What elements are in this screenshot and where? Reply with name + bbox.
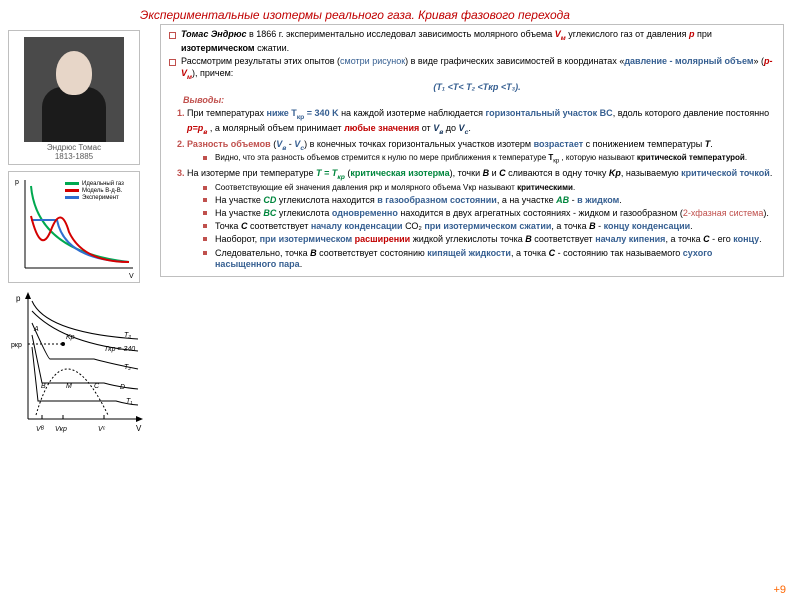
inequality: (T₁ <T< T₂ <Tкр <T₃). (181, 82, 773, 93)
svg-text:Vᴮ: Vᴮ (36, 426, 45, 433)
conc3-sub-expansion: Наоборот, при изотермическом расширении … (187, 234, 773, 245)
conclusion-1: При температурах ниже Tкр = 340 K на каж… (187, 108, 773, 136)
svg-text:p: p (15, 179, 19, 186)
conc3-sub-condensation: Точка C соответствует началу конденсации… (187, 221, 773, 232)
portrait-box: Эндрюс Томас1813-1885 (8, 30, 140, 165)
content-box: Томас Эндрюс в 1866 г. экспериментально … (160, 24, 784, 277)
svg-text:T₁: T₁ (126, 398, 133, 405)
svg-text:pкр: pкр (11, 342, 22, 349)
intro-para-2: Рассмотрим результаты этих опытов (смотр… (165, 56, 773, 93)
conclusion-2-note: Видно, что эта разность объемов стремитс… (187, 153, 773, 166)
svg-text:D: D (120, 384, 125, 391)
chart-isotherms-pv: p V pкр Kp A B M C D T₃ Tкр = (8, 289, 148, 439)
left-column: Эндрюс Томас1813-1885 p V Идеальный газ … (8, 30, 148, 439)
svg-text:Kp: Kp (66, 334, 75, 341)
conc3-sub-bc: На участке BC углекислота одновременно н… (187, 208, 773, 219)
svg-text:A: A (33, 326, 39, 333)
conclusion-2: Разность объемов (Vв - Vс) в конечных то… (187, 139, 773, 166)
svg-text:Vкр: Vкр (55, 426, 67, 433)
chart-isotherms-models: p V Идеальный газ Модель В-д-В. Эксперим… (8, 171, 140, 283)
svg-text:C: C (94, 383, 100, 390)
svg-text:p: p (16, 294, 21, 303)
conc3-sub-critical-values: Соответствующие ей значения давления pкр… (187, 183, 773, 193)
intro-para-1: Томас Эндрюс в 1866 г. экспериментально … (165, 29, 773, 54)
page-number: +9 (773, 584, 786, 596)
conclusions-heading: Выводы: (183, 95, 773, 106)
svg-text:M: M (66, 383, 72, 390)
page-title: Экспериментальные изотермы реального газ… (140, 8, 570, 22)
portrait-image (24, 37, 124, 142)
conc3-sub-cd-ab: На участке CD углекислота находится в га… (187, 195, 773, 206)
svg-text:V: V (136, 424, 142, 433)
svg-text:Tкр = 340: Tкр = 340 (104, 346, 135, 353)
svg-text:B: B (41, 383, 46, 390)
svg-text:V: V (129, 273, 134, 280)
svg-text:T₃: T₃ (124, 332, 131, 339)
conc3-sub-summary: Следовательно, точка B соответствует сос… (187, 248, 773, 271)
svg-text:Vᶜ: Vᶜ (98, 426, 106, 433)
svg-text:T₂: T₂ (124, 364, 131, 371)
portrait-caption: Эндрюс Томас1813-1885 (9, 144, 139, 162)
conclusion-3: На изотерме при температуре T = Tкр (кри… (187, 168, 773, 270)
